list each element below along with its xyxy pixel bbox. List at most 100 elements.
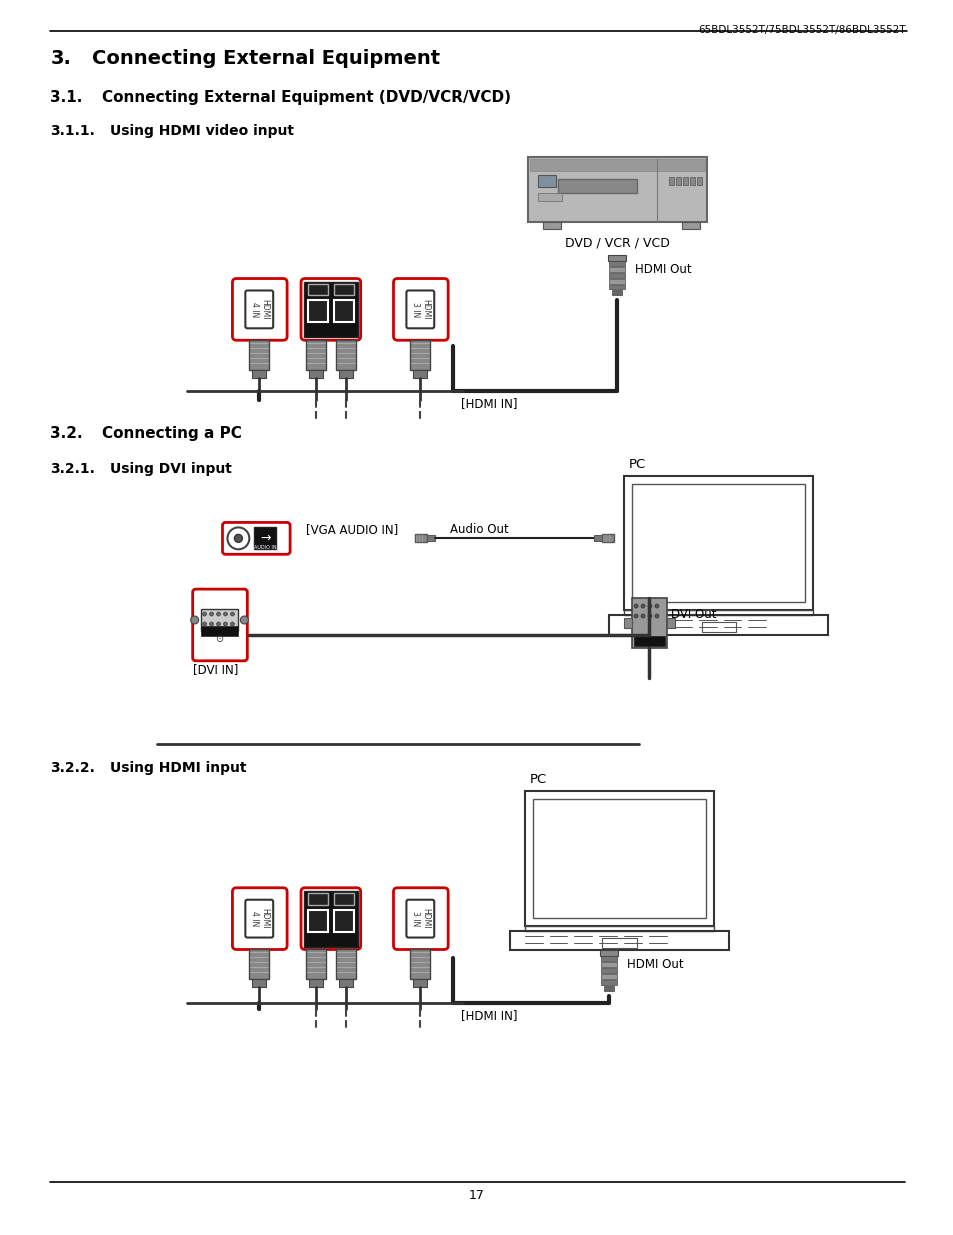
Bar: [542, 222, 560, 228]
Circle shape: [202, 622, 207, 626]
Bar: [623, 475, 812, 610]
Bar: [668, 177, 673, 185]
FancyBboxPatch shape: [393, 279, 448, 341]
Bar: [334, 284, 354, 295]
Bar: [600, 981, 617, 986]
Bar: [601, 937, 637, 947]
Bar: [681, 222, 699, 228]
Bar: [524, 792, 713, 925]
Bar: [609, 267, 624, 272]
Bar: [609, 273, 624, 278]
Bar: [413, 979, 427, 987]
Bar: [537, 175, 555, 186]
Text: HDMI
4 IN: HDMI 4 IN: [250, 909, 269, 929]
Bar: [609, 615, 827, 635]
Bar: [509, 931, 728, 951]
Text: 3.: 3.: [51, 48, 71, 68]
Bar: [304, 282, 357, 337]
Text: 3.1.1.: 3.1.1.: [51, 125, 95, 138]
Text: HDMI Out: HDMI Out: [626, 958, 683, 972]
Text: HDMI
3 IN: HDMI 3 IN: [410, 299, 430, 320]
Circle shape: [191, 616, 198, 624]
FancyBboxPatch shape: [193, 589, 247, 661]
Circle shape: [240, 616, 248, 624]
Bar: [609, 284, 624, 289]
Bar: [594, 535, 601, 541]
Bar: [308, 910, 328, 931]
Bar: [308, 893, 328, 905]
Bar: [623, 610, 812, 615]
Text: Using DVI input: Using DVI input: [110, 462, 232, 475]
Bar: [338, 370, 353, 378]
Circle shape: [634, 604, 638, 608]
Text: DVI Out: DVI Out: [670, 608, 716, 621]
Text: 3.2.: 3.2.: [51, 426, 83, 441]
Bar: [200, 626, 238, 636]
Circle shape: [216, 622, 220, 626]
Bar: [608, 254, 625, 261]
Bar: [609, 279, 624, 284]
Circle shape: [655, 604, 659, 608]
Circle shape: [647, 614, 651, 618]
Text: ⊙: ⊙: [215, 634, 223, 643]
Circle shape: [655, 614, 659, 618]
Text: Connecting a PC: Connecting a PC: [102, 426, 242, 441]
Bar: [308, 284, 328, 295]
Bar: [632, 598, 666, 648]
Text: DVD / VCR / VCD: DVD / VCR / VCD: [564, 237, 669, 249]
Bar: [601, 535, 614, 542]
Text: [HDMI IN]: [HDMI IN]: [460, 1009, 517, 1023]
Text: 3.1.: 3.1.: [51, 90, 83, 105]
Bar: [612, 290, 621, 295]
FancyBboxPatch shape: [301, 279, 360, 341]
Text: [DVI IN]: [DVI IN]: [193, 663, 238, 676]
Text: 3.2.2.: 3.2.2.: [51, 761, 95, 776]
Circle shape: [223, 622, 227, 626]
Circle shape: [216, 613, 220, 616]
FancyBboxPatch shape: [301, 888, 360, 950]
Circle shape: [634, 614, 638, 618]
Circle shape: [223, 613, 227, 616]
Bar: [557, 179, 637, 193]
Text: 3.2.1.: 3.2.1.: [51, 462, 95, 475]
Bar: [600, 956, 617, 961]
Bar: [306, 341, 326, 370]
Bar: [249, 950, 269, 979]
Text: AUDIO IN: AUDIO IN: [253, 545, 276, 550]
Circle shape: [640, 604, 644, 608]
Text: HDMI Out: HDMI Out: [635, 263, 691, 275]
Bar: [666, 618, 674, 627]
Text: [HDMI IN]: [HDMI IN]: [460, 396, 517, 410]
FancyBboxPatch shape: [222, 522, 290, 555]
Text: Connecting External Equipment (DVD/VCR/VCD): Connecting External Equipment (DVD/VCR/V…: [102, 90, 511, 105]
Text: [VGA AUDIO IN]: [VGA AUDIO IN]: [306, 524, 397, 536]
Bar: [252, 370, 266, 378]
Bar: [696, 177, 701, 185]
Bar: [632, 484, 804, 603]
Bar: [600, 968, 617, 973]
Text: 17: 17: [469, 1189, 484, 1203]
Circle shape: [210, 613, 213, 616]
Circle shape: [202, 613, 207, 616]
Bar: [410, 950, 430, 979]
Bar: [254, 527, 275, 550]
Bar: [603, 987, 614, 992]
Bar: [335, 341, 355, 370]
Bar: [600, 974, 617, 979]
Bar: [306, 950, 326, 979]
Bar: [249, 341, 269, 370]
Text: Connecting External Equipment: Connecting External Equipment: [92, 48, 440, 68]
Bar: [200, 609, 238, 631]
Bar: [309, 979, 322, 987]
Bar: [308, 300, 328, 322]
Circle shape: [210, 622, 213, 626]
Bar: [527, 157, 706, 222]
Bar: [334, 300, 354, 322]
FancyBboxPatch shape: [233, 888, 287, 950]
Text: 65BDL3552T/75BDL3552T/86BDL3552T: 65BDL3552T/75BDL3552T/86BDL3552T: [698, 25, 904, 35]
FancyBboxPatch shape: [393, 888, 448, 950]
Circle shape: [231, 613, 234, 616]
Bar: [532, 799, 705, 918]
Bar: [335, 950, 355, 979]
Circle shape: [640, 614, 644, 618]
